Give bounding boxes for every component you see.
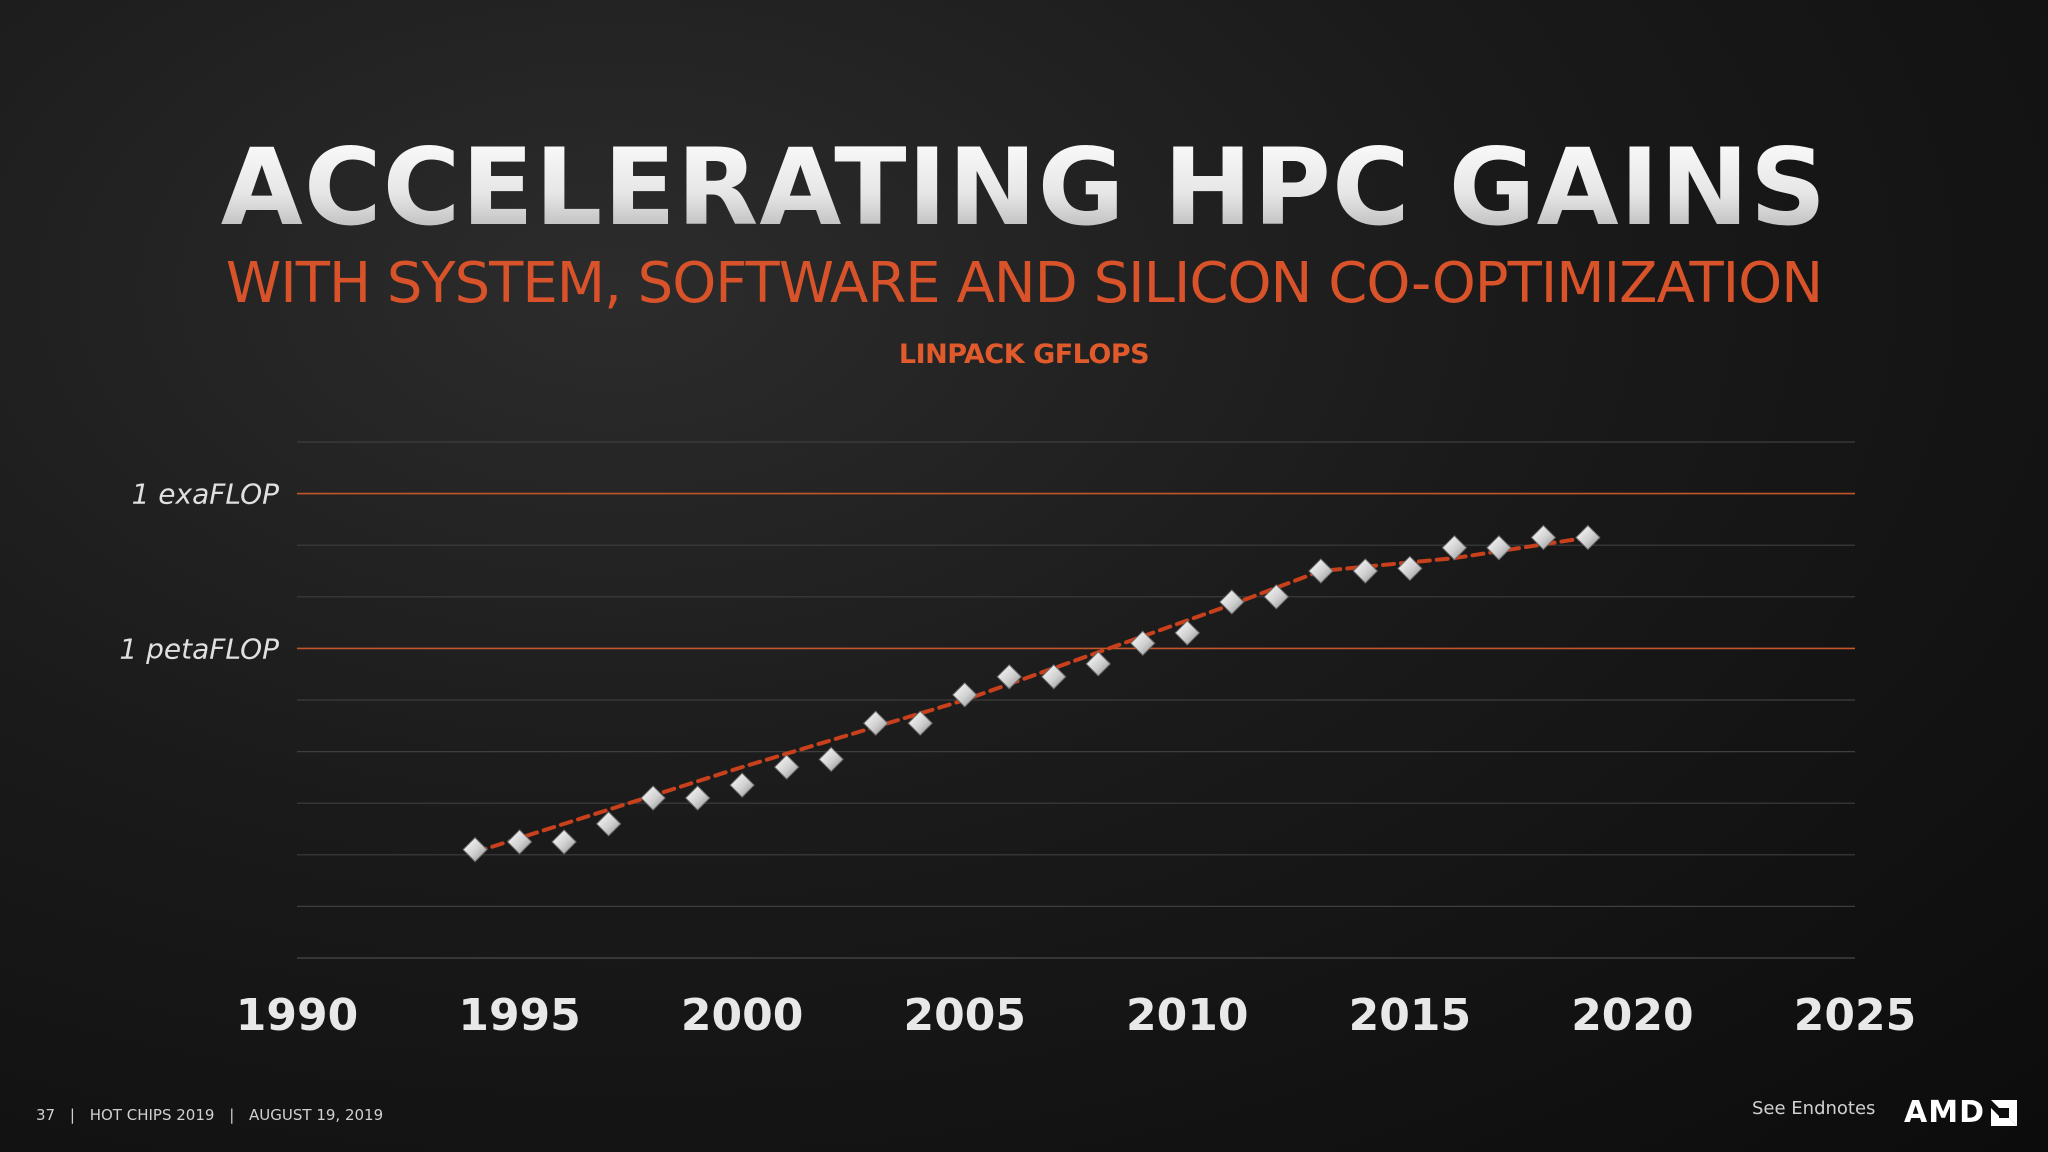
data-point-2009 — [1130, 630, 1156, 656]
endnotes-link[interactable]: See Endnotes — [1752, 1098, 1876, 1119]
data-point-2006 — [996, 664, 1022, 690]
x-tick-label: 2010 — [1126, 990, 1248, 1041]
data-point-1995 — [506, 829, 533, 855]
data-point-2013 — [1308, 558, 1334, 584]
x-axis-ticks: 1990 1995 2000 2005 2010 2015 2020 2025 — [236, 990, 1916, 1041]
data-point-1996 — [551, 829, 577, 855]
x-tick-label: 1995 — [458, 990, 580, 1041]
event-date: AUGUST 19, 2019 — [249, 1106, 384, 1124]
x-tick-label: 1990 — [236, 990, 358, 1041]
trend-layer — [473, 535, 1590, 855]
reference-line-label: 1 petaFLOP — [119, 632, 279, 665]
data-point-2003 — [862, 710, 889, 736]
event-name: HOT CHIPS 2019 — [89, 1106, 215, 1124]
data-point-2018 — [1530, 524, 1557, 551]
footer: 37 | HOT CHIPS 2019 | AUGUST 19, 2019 — [36, 1106, 383, 1124]
amd-logo: AMD — [1904, 1096, 2019, 1130]
data-point-2016 — [1441, 535, 1468, 561]
x-tick-label: 2005 — [903, 990, 1025, 1041]
data-point-1994 — [462, 836, 488, 863]
x-tick-label: 2025 — [1794, 990, 1916, 1041]
logo-text: AMD — [1904, 1095, 1985, 1130]
footer-separator: | — [229, 1106, 235, 1124]
data-point-2012 — [1263, 584, 1290, 610]
data-point-2014 — [1352, 558, 1379, 584]
data-point-2007 — [1041, 664, 1067, 690]
reference-line-label: 1 exaFLOP — [132, 478, 280, 511]
slide-subtitle: WITH SYSTEM, SOFTWARE AND SILICON CO-OPT… — [225, 251, 1823, 316]
data-point-2010 — [1174, 620, 1200, 646]
data-point-2008 — [1085, 651, 1111, 677]
x-tick-label: 2020 — [1571, 990, 1693, 1041]
chart-label: LINPACK GFLOPS — [898, 339, 1150, 370]
data-point-2004 — [907, 710, 933, 736]
amd-arrow-icon — [1990, 1100, 2017, 1126]
x-tick-label: 2000 — [681, 990, 803, 1041]
data-point-2005 — [952, 682, 978, 708]
page-number: 37 — [36, 1106, 56, 1124]
data-point-2019 — [1575, 524, 1601, 551]
grid-lines — [297, 441, 1855, 959]
data-point-2002 — [818, 746, 844, 773]
data-point-1997 — [595, 811, 622, 837]
data-point-2001 — [773, 754, 800, 780]
data-points — [462, 524, 1601, 863]
data-point-1998 — [640, 785, 666, 811]
x-tick-label: 2015 — [1349, 990, 1471, 1041]
data-point-2017 — [1486, 535, 1512, 561]
reference-lines: 1 exaFLOP 1 petaFLOP — [119, 478, 1855, 665]
slide-title: ACCELERATING HPC GAINS — [0, 128, 2048, 248]
data-point-2000 — [729, 772, 755, 798]
footer-separator: | — [69, 1106, 75, 1124]
trend-line — [473, 535, 1590, 855]
data-point-2015 — [1397, 555, 1423, 582]
data-point-1999 — [684, 785, 711, 811]
data-point-2011 — [1219, 589, 1245, 615]
